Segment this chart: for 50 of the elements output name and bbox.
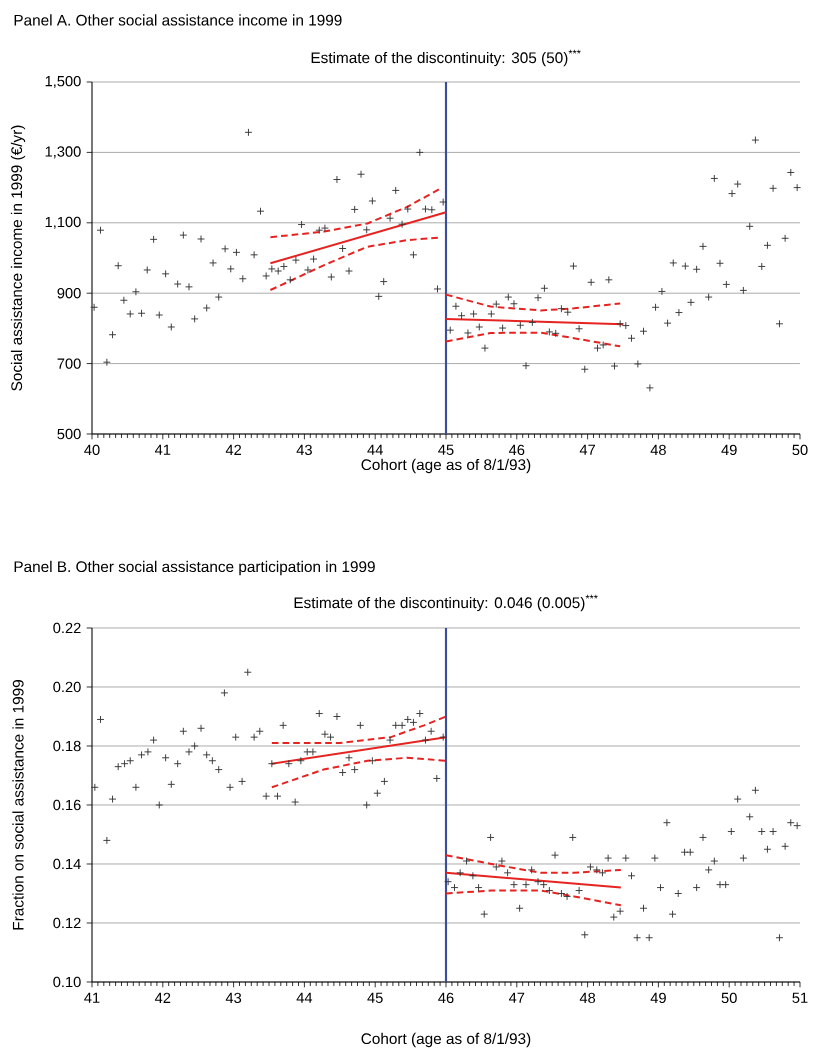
x-tick-label: 46	[508, 444, 525, 456]
x-tick-label: 46	[438, 992, 454, 1004]
x-tick-label: 45	[438, 444, 454, 455]
y-tick-label: 1,300	[45, 146, 81, 159]
y-tick-label: 1,500	[45, 75, 81, 89]
x-tick-label: 45	[367, 992, 383, 1003]
x-tick-label: 49	[650, 992, 666, 1004]
x-tick-label: 44	[367, 444, 383, 455]
x-tick-label: 41	[84, 992, 100, 1003]
x-tick-label: 50	[721, 992, 737, 1004]
y-tick-label: 1,100	[45, 216, 81, 229]
y-tick-label: 500	[57, 428, 81, 440]
x-axis-title: Cohort (age as of 8/1/93)	[361, 1032, 531, 1048]
x-tick-label: 47	[508, 992, 525, 1003]
x-tick-label: 51	[792, 992, 808, 1003]
line-series	[444, 854, 622, 874]
line-series	[270, 756, 447, 789]
x-tick-label: 42	[154, 992, 171, 1003]
y-axis-title: Social assistance income in 1999 (€/yr)	[10, 125, 26, 391]
line-series	[444, 293, 622, 312]
y-tick-label: 0.14	[53, 858, 81, 870]
line-series	[444, 889, 622, 907]
y-tick-label: 700	[57, 358, 81, 369]
y-tick-label: 0.12	[53, 917, 81, 929]
x-tick-label: 43	[296, 444, 312, 456]
y-tick-label: 0.16	[53, 799, 81, 811]
x-axis-title: Cohort (age as of 8/1/93)	[361, 458, 531, 474]
chart-subtitle: Estimate of the discontinuity: 305 (50)$^{***}$	[311, 49, 581, 67]
line-series	[444, 331, 622, 348]
x-tick-label: 50	[792, 444, 808, 456]
x-tick-label: 44	[296, 992, 312, 1003]
x-tick-label: 48	[579, 992, 595, 1004]
y-tick-label: 900	[57, 288, 81, 299]
chart-title: Panel A. Other social assistance income in 1999	[14, 14, 342, 26]
line-series	[269, 187, 442, 239]
x-tick-label: 49	[721, 444, 737, 456]
x-tick-label: 43	[225, 992, 241, 1004]
y-tick-label: 0.18	[53, 740, 81, 752]
x-tick-label: 42	[225, 444, 241, 455]
x-tick-label: 48	[650, 444, 666, 456]
chart-title: Panel B. Other social assistance participation in 1999	[14, 560, 375, 576]
x-tick-label: 47	[579, 444, 595, 455]
y-axis-title: Fraction on social assistance in 1999	[12, 680, 24, 930]
x-tick-label: 41	[154, 444, 171, 455]
chart-subtitle: Estimate of the discontinuity: 0.046 (0.005)$^{***}$	[294, 594, 598, 612]
y-tick-label: 0.22	[53, 622, 81, 634]
y-tick-label: 0.10	[53, 976, 81, 988]
line-series	[270, 715, 447, 745]
y-tick-label: 0.20	[53, 681, 81, 693]
x-tick-label: 40	[84, 444, 100, 456]
